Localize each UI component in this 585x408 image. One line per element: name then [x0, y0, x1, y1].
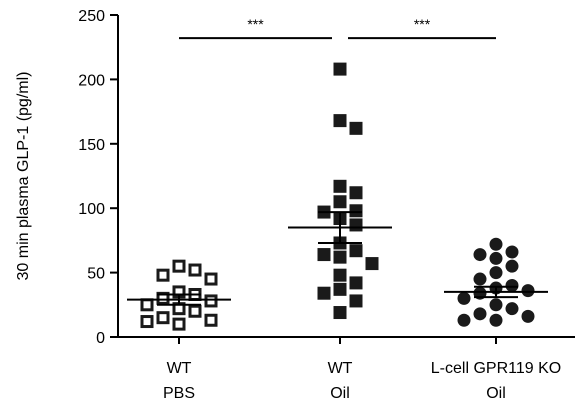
data-point	[317, 248, 331, 262]
y-tick-label: 150	[78, 137, 105, 154]
y-tick-label: 250	[78, 8, 105, 25]
data-point	[349, 186, 363, 200]
data-point	[172, 259, 186, 273]
data-point	[505, 278, 519, 292]
data-point	[156, 268, 170, 282]
data-point	[505, 245, 519, 259]
data-point	[204, 313, 218, 327]
data-point	[473, 272, 487, 286]
x-tick-label-line2: Oil	[330, 385, 350, 402]
x-tick-label-line2: PBS	[163, 385, 195, 402]
data-point	[188, 263, 202, 277]
data-point	[489, 298, 503, 312]
data-point	[457, 291, 471, 305]
data-point	[473, 248, 487, 262]
data-point	[365, 257, 379, 271]
data-point	[140, 315, 154, 329]
data-point	[521, 284, 535, 298]
data-point	[349, 204, 363, 218]
significance-label: ***	[414, 16, 431, 32]
x-axis: WT PBS WT Oil L-cell GPR119 KO Oil	[118, 336, 575, 402]
data-point	[349, 218, 363, 232]
data-point	[156, 311, 170, 325]
data-point	[333, 268, 347, 282]
data-point	[333, 62, 347, 76]
data-point	[349, 276, 363, 290]
data-point	[317, 286, 331, 300]
data-point	[349, 121, 363, 135]
data-point	[489, 237, 503, 251]
data-point	[333, 114, 347, 128]
data-point	[521, 309, 535, 323]
data-point	[489, 266, 503, 280]
data-point	[349, 294, 363, 308]
data-point	[204, 294, 218, 308]
data-point	[172, 317, 186, 331]
data-point	[333, 179, 347, 193]
data-point	[333, 195, 347, 209]
data-point	[333, 250, 347, 264]
data-point	[505, 259, 519, 273]
data-point	[489, 251, 503, 265]
y-axis: 0 50 100 150 200 250	[78, 8, 119, 347]
data-point	[505, 302, 519, 316]
significance-label: ***	[247, 16, 264, 32]
x-tick-label-line1: WT	[167, 360, 192, 377]
significance-brackets: *** ***	[179, 16, 496, 40]
x-tick-label-line2: Oil	[486, 385, 506, 402]
y-tick-label: 200	[78, 72, 105, 89]
data-point	[188, 304, 202, 318]
data-point	[489, 313, 503, 327]
data-point	[333, 282, 347, 296]
data-point	[140, 298, 154, 312]
data-point	[156, 291, 170, 305]
data-point	[333, 306, 347, 320]
x-tick-label-line1: WT	[328, 360, 353, 377]
data-point	[457, 313, 471, 327]
x-tick-label-line1: L-cell GPR119 KO	[431, 360, 561, 377]
data-point	[204, 272, 218, 286]
data-points	[140, 62, 535, 331]
y-tick-label: 50	[87, 266, 105, 283]
data-point	[349, 244, 363, 258]
mean-sem-bars	[127, 211, 548, 306]
y-tick-label: 100	[78, 201, 105, 218]
data-point	[473, 307, 487, 321]
y-axis-title: 30 min plasma GLP-1 (pg/ml)	[15, 72, 32, 281]
y-tick-label: 0	[96, 330, 105, 347]
